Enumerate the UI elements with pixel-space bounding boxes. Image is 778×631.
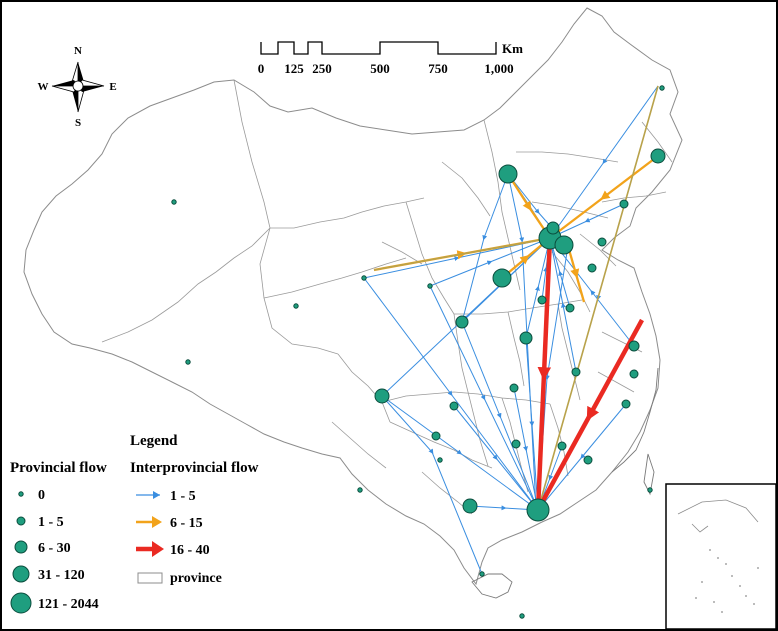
node	[449, 401, 459, 411]
node	[565, 303, 575, 313]
legend-inter-class-1: 1 - 5	[170, 489, 196, 504]
node	[526, 498, 550, 522]
node	[519, 331, 533, 345]
node	[621, 399, 631, 409]
node	[537, 295, 547, 305]
node	[597, 237, 607, 247]
china-outline	[23, 7, 683, 586]
flows-16-40	[535, 237, 644, 512]
node	[587, 263, 597, 273]
node	[437, 457, 443, 463]
node	[554, 235, 574, 255]
node	[427, 283, 433, 289]
compass-s: S	[75, 117, 81, 129]
provincial-nodes	[171, 85, 666, 619]
legend-province-box	[137, 572, 163, 584]
node	[498, 164, 518, 184]
legend: Legend Provincial flow Interprovincial f…	[10, 433, 259, 614]
legend-node-6-30	[14, 540, 28, 554]
node	[361, 275, 367, 281]
node	[583, 455, 593, 465]
node	[546, 221, 560, 235]
legend-interprovincial-heading: Interprovincial flow	[130, 460, 259, 476]
node	[185, 359, 191, 365]
node	[659, 85, 665, 91]
legend-prov-class-1: 0	[38, 488, 45, 503]
legend-title: Legend	[130, 433, 178, 449]
legend-prov-class-2: 1 - 5	[38, 515, 64, 530]
node	[509, 383, 519, 393]
scale-tick-750: 750	[428, 61, 448, 76]
node	[357, 487, 363, 493]
flows-1-5	[363, 85, 659, 575]
flow-olive-long	[373, 85, 659, 511]
node	[557, 441, 567, 451]
legend-province-label: province	[170, 571, 222, 586]
node	[511, 439, 521, 449]
scale-bar: Km 0 125 250 500 750 1,000	[258, 41, 523, 76]
legend-prov-class-5: 121 - 2044	[38, 597, 99, 612]
node	[519, 613, 525, 619]
compass-w: W	[38, 81, 49, 93]
legend-inter-class-2: 6 - 15	[170, 516, 203, 531]
legend-provincial-heading: Provincial flow	[10, 460, 107, 476]
legend-node-121-2044	[10, 592, 32, 614]
legend-node-1-5	[16, 516, 26, 526]
scale-tick-500: 500	[370, 61, 390, 76]
legend-node-0	[18, 491, 24, 497]
node	[462, 498, 478, 514]
compass-n: N	[74, 45, 82, 57]
node	[455, 315, 469, 329]
node	[374, 388, 390, 404]
compass-rose: N S E W	[38, 45, 117, 129]
province-boundaries	[101, 79, 673, 515]
scale-unit: Km	[502, 41, 523, 56]
scale-tick-250: 250	[312, 61, 332, 76]
legend-inter-class-3: 16 - 40	[170, 543, 210, 558]
node	[647, 487, 653, 493]
scale-tick-125: 125	[284, 61, 304, 76]
legend-prov-class-3: 6 - 30	[38, 541, 71, 556]
node	[629, 369, 639, 379]
inset-map	[665, 483, 776, 629]
node	[479, 571, 485, 577]
node	[492, 268, 512, 288]
node	[171, 199, 177, 205]
scale-tick-1000: 1,000	[484, 61, 513, 76]
node	[293, 303, 299, 309]
node	[628, 340, 640, 352]
legend-node-31-120	[12, 565, 30, 583]
node	[650, 148, 666, 164]
compass-e: E	[109, 81, 116, 93]
legend-prov-class-4: 31 - 120	[38, 568, 85, 583]
coastline-islands	[471, 367, 659, 599]
node	[571, 367, 581, 377]
scale-tick-0: 0	[258, 61, 265, 76]
node	[619, 199, 629, 209]
node	[431, 431, 441, 441]
